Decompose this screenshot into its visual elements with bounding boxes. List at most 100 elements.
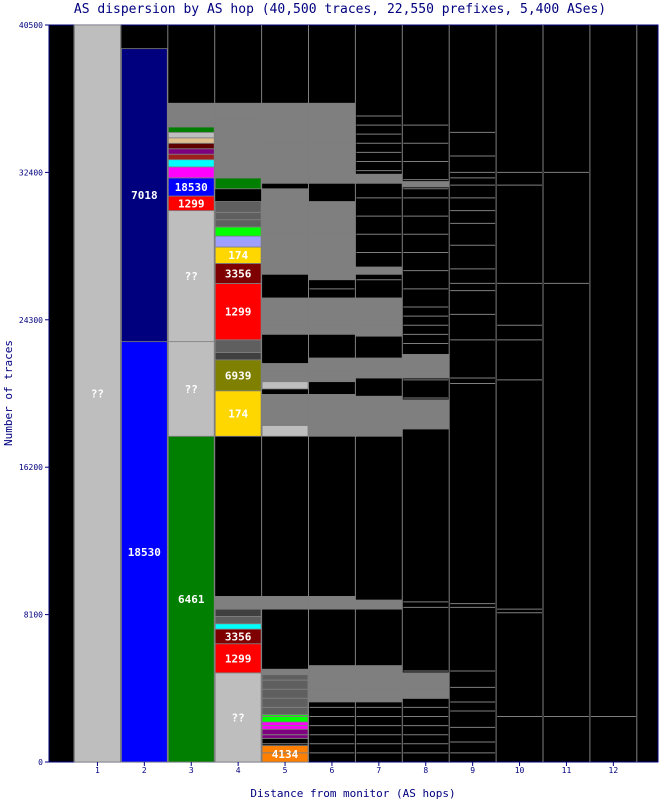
bar-segment	[402, 399, 450, 430]
x-axis: 1 2 3 4 5 6 7 8 9 10 11 12	[95, 762, 618, 775]
bar-segment	[167, 148, 215, 155]
segment-label: 174	[228, 408, 248, 421]
bar-segment	[261, 728, 309, 739]
bar-segment	[355, 357, 403, 379]
bar-segment	[214, 339, 262, 353]
x-tick-label: 5	[283, 766, 288, 775]
bar-segment	[214, 201, 262, 228]
y-tick-label: 32400	[19, 168, 43, 177]
bar-segment	[214, 283, 262, 341]
bar-segment	[167, 159, 215, 168]
x-tick-label: 2	[142, 766, 147, 775]
x-tick-label: 10	[515, 766, 525, 775]
bar-segment	[261, 188, 309, 275]
segment-labels-layer: ?? 18530 7018 6461???? 1299 18530?? 1299 3356 17…	[91, 181, 299, 761]
segment-label: 6939	[225, 369, 252, 382]
bar-segment	[167, 210, 215, 343]
bar-segment	[214, 623, 262, 630]
bar-segment	[167, 126, 215, 133]
bar-segment	[261, 674, 309, 716]
y-tick-label: 16200	[19, 463, 43, 472]
segment-label: 7018	[131, 189, 158, 202]
bar-segment	[121, 48, 168, 343]
y-tick-label: 40500	[19, 21, 43, 30]
bar-segment	[402, 672, 450, 699]
bar-segment	[167, 341, 215, 437]
bar-segment	[308, 394, 356, 437]
bar-segment	[261, 737, 309, 747]
bar-segment	[214, 616, 262, 625]
segment-label: 1299	[225, 306, 252, 319]
segment-label: 1299	[225, 652, 252, 665]
bar-segment	[308, 665, 356, 703]
segment-label: ??	[185, 270, 198, 283]
bar-segment	[402, 353, 450, 379]
bar-segment	[214, 235, 262, 248]
segment-label: 174	[228, 249, 248, 262]
y-tick-label: 0	[38, 758, 43, 767]
bar-segment	[167, 153, 215, 161]
segment-label: 4134	[272, 748, 299, 761]
bar-segment	[167, 435, 215, 763]
x-tick-label: 12	[609, 766, 619, 775]
bar-segment	[261, 668, 309, 676]
bar-segment	[74, 24, 121, 763]
bar-segment	[214, 226, 262, 237]
x-tick-label: 11	[562, 766, 572, 775]
bar-segment	[167, 102, 215, 128]
segment-label: 1299	[178, 197, 205, 210]
segment-label: 3356	[225, 267, 252, 280]
x-axis-label: Distance from monitor (AS hops)	[250, 787, 455, 800]
bar-segment	[355, 665, 403, 703]
segment-label: 18530	[175, 181, 208, 194]
bar-segment	[355, 599, 403, 610]
bar-segment	[261, 714, 309, 723]
bar-segment	[402, 181, 450, 188]
bar-segment	[167, 166, 215, 179]
bar-segment	[214, 672, 262, 763]
bar-segment	[214, 177, 262, 190]
bar-segment	[121, 341, 168, 763]
chart-title: AS dispersion by AS hop (40,500 traces, …	[74, 2, 606, 17]
bar-segment	[214, 102, 262, 179]
bar-segment	[355, 173, 403, 184]
bar-segment	[214, 643, 262, 674]
x-tick-label: 1	[95, 766, 100, 775]
segment-label: 18530	[128, 546, 161, 559]
bar-segment	[214, 390, 262, 437]
x-tick-label: 4	[236, 766, 241, 775]
y-tick-label: 24300	[19, 316, 43, 325]
segment-label: ??	[91, 388, 104, 401]
bar-segment	[167, 137, 215, 144]
x-tick-label: 3	[189, 766, 194, 775]
bar-segment	[261, 424, 309, 437]
x-tick-label: 6	[330, 766, 335, 775]
segment-label: 3356	[225, 630, 252, 643]
bar-segment	[214, 359, 262, 392]
x-tick-label: 8	[423, 766, 428, 775]
bar-segment	[261, 394, 309, 426]
bar-segment	[261, 596, 309, 610]
y-axis-label: Number of traces	[2, 340, 15, 446]
bar-segment	[167, 131, 215, 139]
x-tick-label: 7	[376, 766, 381, 775]
y-tick-label: 8100	[24, 611, 43, 620]
bar-segment	[167, 142, 215, 150]
bar-segment	[214, 596, 262, 610]
bar-segment	[308, 357, 356, 383]
bar-segment	[308, 596, 356, 610]
bar-segment	[261, 381, 309, 390]
bar-segment	[308, 297, 356, 335]
bar-segment	[355, 297, 403, 337]
segment-label: ??	[185, 383, 198, 396]
bar-segment	[214, 352, 262, 361]
bar-segment	[308, 201, 356, 281]
x-tick-label: 9	[470, 766, 475, 775]
bar-segment	[214, 608, 262, 617]
segment-label: 6461	[178, 593, 205, 606]
bars-layer	[73, 24, 638, 763]
bar-segment	[261, 363, 309, 383]
y-axis: 0 8100 16200 24300 32400 40500	[19, 21, 49, 767]
divider-lines-layer	[168, 106, 636, 754]
